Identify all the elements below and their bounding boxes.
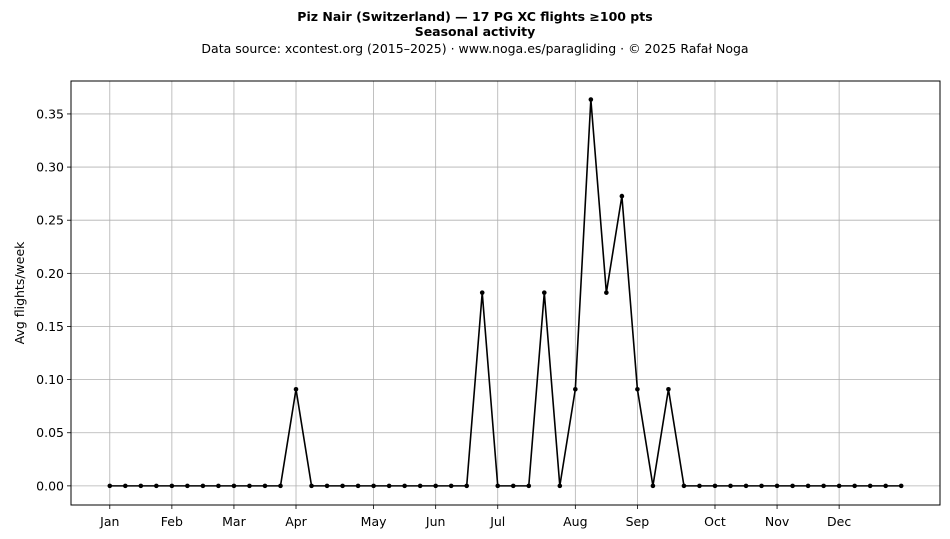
data-point <box>790 483 795 489</box>
data-point <box>619 193 625 199</box>
x-tick-label: Sep <box>626 514 650 529</box>
data-point <box>402 483 407 489</box>
data-point <box>759 483 764 489</box>
y-tick-label: 0.00 <box>36 478 64 493</box>
data-point <box>479 290 485 295</box>
y-axis-label: Avg flights/week <box>12 241 27 345</box>
y-tick-label: 0.15 <box>36 319 64 334</box>
data-point <box>697 483 702 489</box>
chart-title: Piz Nair (Switzerland) — 17 PG XC flight… <box>297 9 653 24</box>
y-axis-ticks: 0.00 0.05 0.10 0.15 0.20 0.25 0.30 0.35 <box>36 106 71 493</box>
data-point <box>774 483 780 489</box>
x-tick-label: Dec <box>827 514 851 529</box>
grid-lines <box>71 81 940 505</box>
data-point <box>836 483 842 489</box>
x-tick-label: Jun <box>425 514 446 529</box>
data-point <box>448 483 454 489</box>
x-tick-label: Mar <box>222 514 246 529</box>
y-tick-label: 0.25 <box>36 213 64 228</box>
data-point <box>340 483 345 489</box>
data-point <box>433 483 438 489</box>
y-tick-label: 0.10 <box>36 372 64 387</box>
data-point <box>169 483 175 489</box>
data-point <box>278 483 283 489</box>
data-point <box>216 483 221 489</box>
data-point <box>495 483 501 489</box>
data-point <box>635 386 640 392</box>
data-point <box>883 483 888 489</box>
series-line <box>109 98 902 487</box>
data-point <box>712 483 718 489</box>
data-point <box>557 483 563 489</box>
data-point <box>417 483 423 489</box>
x-tick-label: Feb <box>161 514 183 529</box>
data-point <box>262 483 268 489</box>
data-point <box>200 483 206 489</box>
data-point <box>371 483 376 489</box>
plot-frame <box>70 80 941 506</box>
data-point <box>138 483 144 489</box>
data-point <box>541 290 547 295</box>
x-tick-label: May <box>361 514 387 529</box>
data-point <box>464 483 470 489</box>
data-point <box>588 97 594 102</box>
data-point <box>821 483 826 489</box>
data-point <box>852 483 857 489</box>
x-tick-label: Aug <box>563 514 587 529</box>
x-tick-label: Jan <box>99 514 119 529</box>
data-point <box>604 290 609 295</box>
data-point <box>231 483 237 489</box>
data-point <box>867 483 873 489</box>
data-point <box>526 483 532 489</box>
data-point <box>805 483 811 489</box>
data-point <box>573 386 578 392</box>
y-tick-label: 0.20 <box>36 266 64 281</box>
chart-source-note: Data source: xcontest.org (2015–2025) · … <box>201 41 749 56</box>
data-point <box>510 483 516 489</box>
data-point <box>293 386 299 392</box>
data-point <box>728 483 733 489</box>
data-point <box>666 386 671 392</box>
series-group <box>107 97 904 489</box>
x-tick-label: Jul <box>489 514 505 529</box>
data-point <box>324 483 330 489</box>
y-tick-label: 0.35 <box>36 106 64 121</box>
x-tick-label: Nov <box>765 514 790 529</box>
y-tick-label: 0.30 <box>36 160 64 175</box>
x-tick-label: Oct <box>704 514 726 529</box>
data-point <box>107 483 113 489</box>
data-point <box>898 483 904 489</box>
data-point <box>123 483 128 489</box>
x-axis-ticks: Jan Feb Mar Apr May Jun Jul Aug Sep Oct Nov Dec <box>99 505 851 529</box>
data-point <box>309 483 314 489</box>
data-point <box>247 483 252 489</box>
data-point <box>185 483 190 489</box>
y-tick-label: 0.05 <box>36 425 64 440</box>
data-point <box>681 483 687 489</box>
data-point <box>386 483 392 489</box>
chart-subtitle: Seasonal activity <box>414 24 536 39</box>
data-point <box>743 483 749 489</box>
data-point <box>650 483 656 489</box>
data-point <box>355 483 361 489</box>
x-tick-label: Apr <box>285 514 307 529</box>
data-point <box>154 483 159 489</box>
